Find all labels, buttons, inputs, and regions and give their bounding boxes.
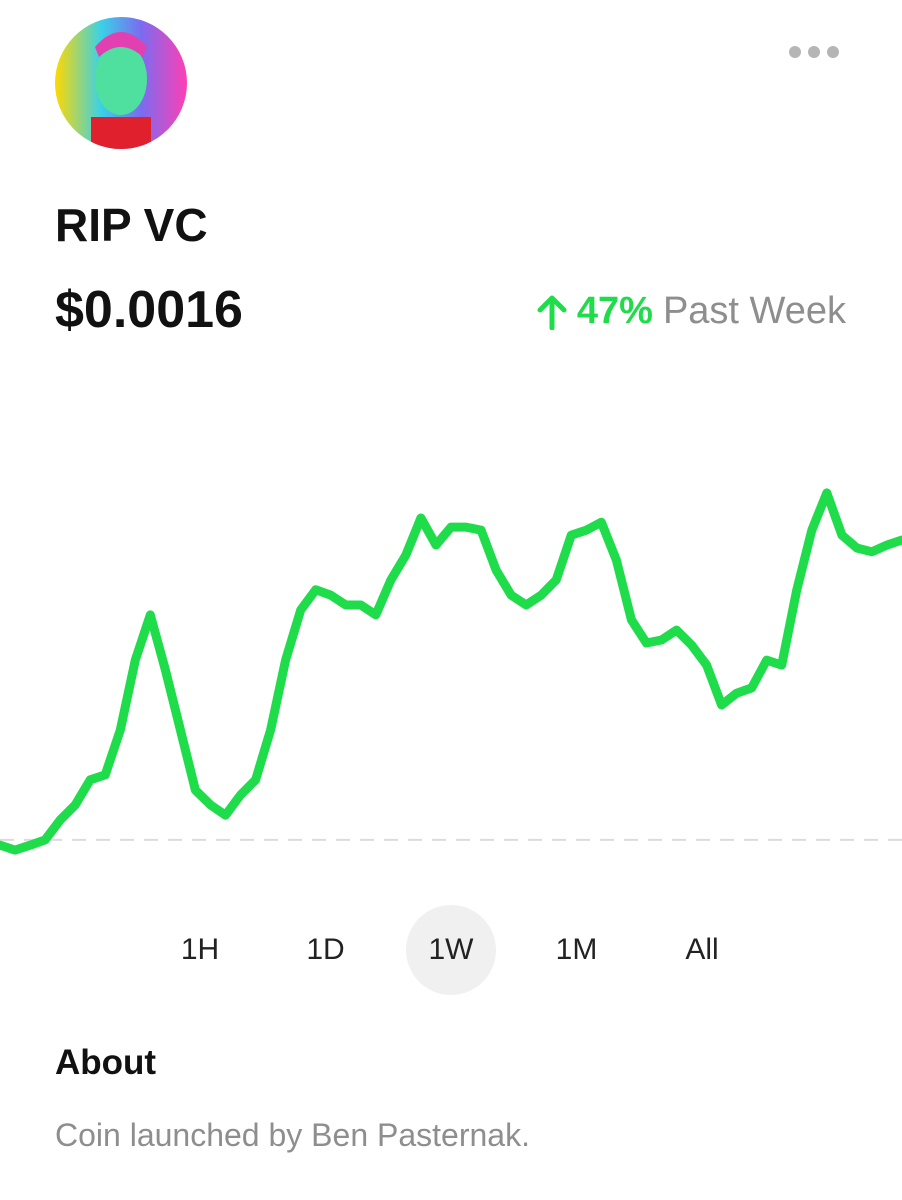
coin-name: RIP VC: [55, 199, 208, 251]
range-tab[interactable]: 1D: [306, 933, 345, 966]
change: 47% Past Week: [537, 290, 846, 333]
range-tab[interactable]: All: [685, 933, 719, 966]
about-heading: About: [55, 1043, 157, 1082]
range-tab[interactable]: 1H: [180, 933, 220, 966]
price-chart: [0, 488, 902, 855]
about-text: Coin launched by Ben Pasternak.: [55, 1117, 530, 1153]
avatar[interactable]: [55, 17, 187, 149]
more-menu[interactable]: [788, 42, 840, 62]
range-tab[interactable]: 1M: [555, 933, 598, 966]
up-arrow: [537, 295, 567, 330]
price-line: [0, 488, 902, 855]
change-period: Past Week: [662, 290, 846, 332]
range-tab[interactable]: 1W: [406, 905, 496, 995]
change-percent: 47%: [576, 290, 653, 332]
price: $0.0016: [55, 281, 243, 339]
